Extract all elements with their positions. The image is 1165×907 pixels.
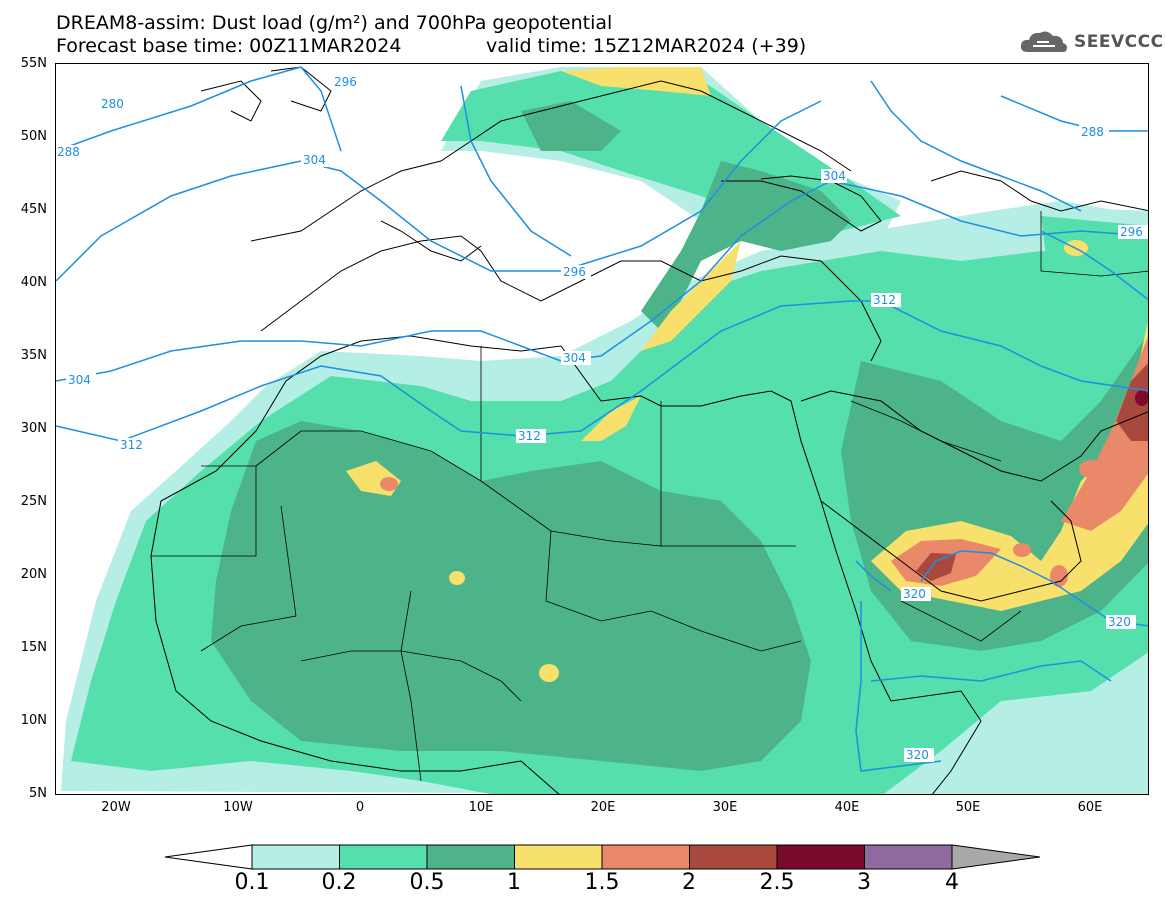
logo-text: SEEVCCC [1074, 32, 1164, 52]
lat-label-50n: 50N [20, 129, 47, 144]
lat-label-45n: 45N [20, 202, 47, 217]
colorbar-over-triangle [951, 844, 1041, 870]
contour-label: 320 [1108, 615, 1131, 629]
colorbar-label: 0.2 [321, 870, 357, 895]
contour-label: 280 [101, 97, 124, 111]
lat-label-25n: 25N [20, 494, 47, 509]
cloud-logo-icon [1020, 31, 1067, 52]
lon-label-10e: 10E [468, 800, 494, 815]
colorbar-label: 1.5 [584, 870, 620, 895]
contour-label: 304 [563, 351, 586, 365]
contour-label: 312 [120, 438, 143, 452]
lat-label-30n: 30N [20, 421, 47, 436]
contour-label: 304 [303, 153, 326, 167]
colorbar-cells [251, 844, 953, 870]
contour-label: 320 [906, 748, 929, 762]
contour-label: 288 [57, 145, 80, 159]
colorbar-label: 4 [945, 870, 959, 895]
map-title: DREAM8-assim: Dust load (g/m²) and 700hP… [56, 12, 613, 34]
lat-label-15n: 15N [20, 640, 47, 655]
colorbar-cell [514, 844, 603, 870]
contour-label: 304 [68, 373, 91, 387]
colorbar-label: 1 [507, 870, 521, 895]
lat-label-5n: 5N [29, 786, 47, 801]
lon-label-20e: 20E [590, 800, 616, 815]
colorbar-cell [251, 844, 340, 870]
colorbar-label: 2.5 [759, 870, 795, 895]
lat-label-35n: 35N [20, 348, 47, 363]
contour-label: 296 [1120, 225, 1143, 239]
dust-layer-yellow [346, 67, 1148, 682]
colorbar-cell [339, 844, 428, 870]
contour-label: 312 [873, 293, 896, 307]
lon-label-60e: 60E [1077, 800, 1103, 815]
lon-label-30e: 30E [712, 800, 738, 815]
contour-label: 304 [823, 169, 846, 183]
seevccc-logo: SEEVCCC [1018, 28, 1164, 56]
colorbar-cell [426, 844, 515, 870]
dust-load-map: 280 288 296 304 296 304 312 312 304 312 … [55, 63, 1149, 795]
geopotential-contours [56, 66, 1148, 772]
country-borders [151, 211, 1148, 782]
map-canvas: 280 288 296 304 296 304 312 312 304 312 … [56, 66, 1148, 794]
contour-label: 296 [334, 75, 357, 89]
colorbar-cell [689, 844, 778, 870]
valid-time: valid time: 15Z12MAR2024 (+39) [486, 35, 807, 57]
lon-label-10w: 10W [223, 800, 253, 815]
colorbar-label: 0.1 [234, 870, 270, 895]
lon-label-0: 0 [355, 800, 365, 815]
lon-label-50e: 50E [955, 800, 981, 815]
contour-label: 312 [518, 429, 541, 443]
coastlines [150, 66, 1148, 794]
contour-label: 320 [903, 587, 926, 601]
lat-label-40n: 40N [20, 275, 47, 290]
colorbar-under-triangle [164, 844, 253, 870]
colorbar-label: 3 [857, 870, 871, 895]
contour-value-labels: 280 288 296 304 296 304 312 312 304 312 … [56, 75, 1148, 762]
contour-label: 288 [1081, 125, 1104, 139]
colorbar-label: 0.5 [409, 870, 445, 895]
lon-label-20w: 20W [101, 800, 131, 815]
lon-label-40e: 40E [834, 800, 860, 815]
contour-label: 296 [563, 265, 586, 279]
colorbar-cell [776, 844, 865, 870]
colorbar-label: 2 [682, 870, 696, 895]
lat-label-20n: 20N [20, 567, 47, 582]
forecast-base-time: Forecast base time: 00Z11MAR2024 [56, 35, 402, 57]
lat-label-55n: 55N [20, 56, 47, 71]
colorbar-cell [601, 844, 690, 870]
lat-label-10n: 10N [20, 713, 47, 728]
colorbar-cell [864, 844, 953, 870]
